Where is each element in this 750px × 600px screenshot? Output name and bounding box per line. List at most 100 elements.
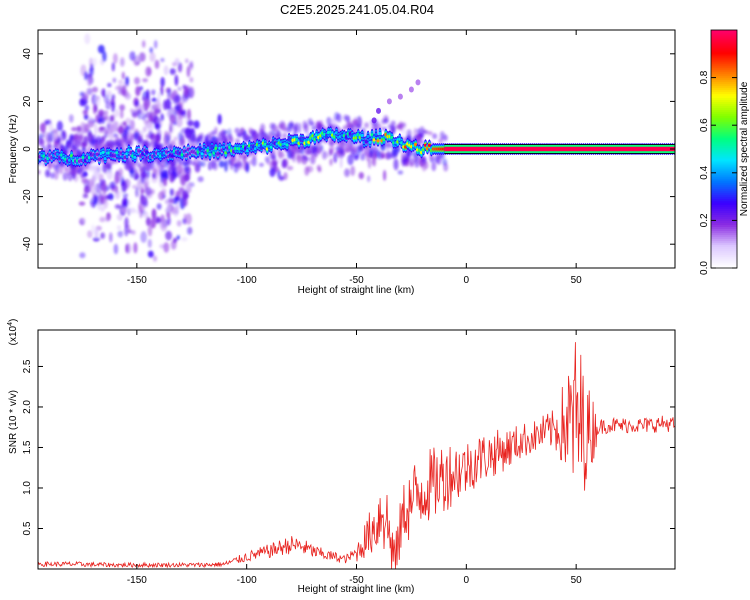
spectrogram-noise-blob	[98, 190, 102, 198]
spectrogram-ridge-cell	[414, 142, 418, 147]
spectrogram-noise-blob	[177, 86, 182, 91]
spectrogram-haze-blob	[106, 162, 112, 168]
colorbar-cell	[711, 158, 737, 162]
spectrogram-noise-blob	[136, 179, 142, 191]
spectrogram-y-ticks: -40 -20 0 20 40	[22, 48, 675, 252]
spectrogram-noise-blob	[101, 88, 106, 98]
spectrogram-noise-blob	[245, 162, 250, 173]
spectrogram-noise-blob	[156, 218, 162, 223]
colorbar-tick-label: 0.4	[699, 165, 710, 179]
colorbar-cell	[711, 162, 737, 166]
spectrogram-noise-blob	[111, 102, 116, 113]
spectrogram-haze-blob	[128, 136, 134, 147]
spectrogram-haze-blob	[159, 165, 165, 176]
colorbar-cell	[711, 91, 737, 95]
spectrogram-noise-blob	[153, 40, 158, 49]
colorbar-cell	[711, 97, 737, 101]
spectrogram-haze-blob	[71, 167, 77, 177]
spectrogram-ridge-cell	[222, 145, 226, 149]
spectrogram-haze-blob	[309, 121, 315, 126]
spectrogram-noise-blob	[173, 136, 178, 141]
colorbar-cell	[711, 133, 737, 136]
spectrogram-branch-point	[386, 98, 392, 105]
spectrogram-haze-blob	[123, 135, 128, 144]
colorbar-cell	[711, 264, 737, 267]
colorbar-cell	[711, 256, 737, 259]
spectrogram-haze-blob	[91, 134, 97, 145]
spectrogram-haze-blob	[251, 157, 257, 167]
spectrogram-noise-blob	[115, 109, 120, 118]
spectrogram-noise-blob	[185, 213, 192, 225]
spectrogram-noise-blob	[146, 89, 150, 100]
spectrogram-noise-blob	[138, 52, 146, 62]
colorbar-cell	[711, 242, 737, 245]
spectrogram-haze-blob	[313, 152, 319, 158]
colorbar-cell	[711, 101, 737, 104]
colorbar-cell	[711, 77, 737, 81]
spectrogram-noise-blob	[121, 85, 127, 97]
spectrogram-noise-blob	[278, 175, 285, 181]
colorbar-cell	[711, 127, 737, 130]
colorbar-cell	[711, 174, 737, 178]
spectrogram-noise-blob	[147, 121, 154, 134]
spectrogram-haze-blob	[303, 123, 309, 134]
spectrogram-noise-blob	[147, 250, 154, 258]
spectrogram-haze-blob	[401, 122, 407, 128]
spectrogram-noise-blob	[86, 77, 93, 86]
spectrogram-haze-blob	[49, 172, 55, 179]
spectrogram-noise-blob	[81, 217, 86, 223]
colorbar-cell	[711, 147, 737, 150]
spectrogram-noise-blob	[175, 94, 181, 103]
spectrogram-noise-blob	[358, 172, 364, 180]
spectrogram-noise-blob	[269, 167, 276, 177]
spectrogram-noise-blob	[197, 176, 204, 183]
spectrogram-haze-blob	[423, 161, 429, 170]
spectrogram-noise-blob	[147, 238, 152, 248]
spectrogram-haze-blob	[363, 149, 369, 156]
spectrogram-ridge-cell	[216, 152, 220, 156]
spectrogram-heatmap	[38, 33, 675, 262]
spectrogram-haze-blob	[403, 155, 409, 162]
spectrogram-y-tick-label: -40	[22, 237, 33, 252]
colorbar-cell	[711, 113, 737, 116]
spectrogram-haze-blob	[282, 132, 288, 139]
colorbar-cell	[711, 85, 737, 89]
spectrogram-noise-blob	[112, 77, 117, 83]
spectrogram-noise-blob	[100, 205, 105, 212]
spectrogram-haze-blob	[47, 143, 53, 149]
spectrogram-noise-blob	[107, 83, 112, 88]
spectrogram-branch-point	[408, 86, 414, 93]
spectrogram-noise-blob	[51, 132, 59, 141]
spectrogram-noise-blob	[347, 154, 354, 166]
spectrogram-haze-blob	[432, 133, 438, 140]
spectrogram-haze-blob	[299, 145, 305, 155]
spectrogram-ridge-cell	[285, 143, 289, 147]
spectrogram-haze-blob	[322, 150, 327, 160]
colorbar-cell	[711, 262, 737, 265]
spectrogram-noise-blob	[150, 89, 156, 96]
spectrogram-noise-blob	[156, 203, 162, 210]
spectrogram-noise-blob	[109, 133, 115, 141]
spectrogram-noise-blob	[145, 216, 151, 226]
colorbar-cell	[711, 200, 737, 204]
colorbar-cell	[711, 129, 737, 132]
colorbar-cell	[711, 266, 737, 269]
spectrogram-noise-blob	[106, 169, 114, 180]
colorbar-cell	[711, 107, 737, 110]
spectrogram-y-tick-label: 40	[22, 48, 33, 60]
spectrogram-branch-point	[415, 79, 421, 86]
spectrogram-noise-blob	[103, 110, 109, 116]
colorbar-label: Normalized spectral amplitude	[739, 81, 750, 216]
colorbar-cell	[711, 81, 737, 85]
spectrogram-ridge-cell	[378, 131, 382, 136]
spectrogram-haze-blob	[239, 127, 245, 136]
spectrogram-haze-blob	[66, 143, 72, 149]
spectrogram-noise-blob	[175, 117, 183, 128]
spectrogram-noise-blob	[168, 198, 174, 204]
spectrogram-noise-blob	[298, 122, 302, 134]
spectrogram-haze-blob	[199, 132, 204, 140]
spectrogram-ridge-cell	[208, 153, 212, 157]
spectrogram-noise-blob	[291, 151, 297, 163]
spectrogram-haze-blob	[302, 155, 307, 161]
spectrogram-ridge-cell	[210, 145, 214, 149]
